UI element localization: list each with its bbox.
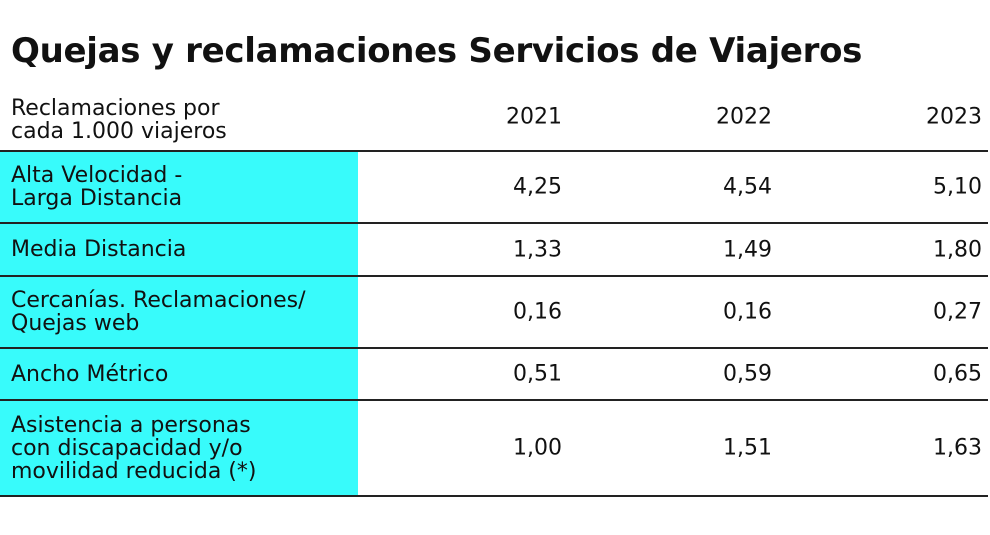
table-cell: 0,59 xyxy=(723,361,772,387)
table-cell: 0,16 xyxy=(513,299,562,325)
table-cell: 0,51 xyxy=(513,361,562,387)
row-label: Media Distancia xyxy=(0,224,358,275)
table-row: Ancho Métrico 0,51 0,59 0,65 xyxy=(0,347,988,399)
table-row: Asistencia a personas con discapacidad y… xyxy=(0,399,988,497)
row-label-text: Cercanías. Reclamaciones/ Quejas web xyxy=(11,288,306,336)
row-label-text: Ancho Métrico xyxy=(11,361,169,387)
table-row: Alta Velocidad - Larga Distancia 4,25 4,… xyxy=(0,150,988,222)
table-cell: 1,00 xyxy=(513,435,562,461)
table-cell: 4,25 xyxy=(513,174,562,200)
table-cell: 0,27 xyxy=(933,299,982,325)
table-cell: 1,51 xyxy=(723,435,772,461)
table-cell: 1,63 xyxy=(933,435,982,461)
column-header-2021: 2021 xyxy=(506,104,562,130)
row-label-text: Media Distancia xyxy=(11,237,187,262)
header-label: Reclamaciones por cada 1.000 viajeros xyxy=(0,95,358,150)
page-title: Quejas y reclamaciones Servicios de Viaj… xyxy=(11,31,863,71)
table-cell: 0,16 xyxy=(723,299,772,325)
row-label: Asistencia a personas con discapacidad y… xyxy=(0,401,358,495)
table-cell: 0,65 xyxy=(933,361,982,387)
row-label-text: Alta Velocidad - Larga Distancia xyxy=(11,163,183,211)
data-table: Reclamaciones por cada 1.000 viajeros 20… xyxy=(0,95,988,497)
row-label-text: Asistencia a personas con discapacidad y… xyxy=(11,412,257,484)
column-header-2022: 2022 xyxy=(716,104,772,130)
table-header-row: Reclamaciones por cada 1.000 viajeros 20… xyxy=(0,95,988,150)
header-label-text: Reclamaciones por cada 1.000 viajeros xyxy=(11,96,227,144)
table-row: Media Distancia 1,33 1,49 1,80 xyxy=(0,222,988,275)
table-cell: 5,10 xyxy=(933,174,982,200)
table-cell: 1,33 xyxy=(513,237,562,262)
column-header-2023: 2023 xyxy=(926,104,982,130)
table-cell: 1,80 xyxy=(933,237,982,262)
table-cell: 1,49 xyxy=(723,237,772,262)
table-row: Cercanías. Reclamaciones/ Quejas web 0,1… xyxy=(0,275,988,347)
row-label: Alta Velocidad - Larga Distancia xyxy=(0,152,358,222)
row-label: Ancho Métrico xyxy=(0,349,358,399)
table-cell: 4,54 xyxy=(723,174,772,200)
row-label: Cercanías. Reclamaciones/ Quejas web xyxy=(0,277,358,347)
